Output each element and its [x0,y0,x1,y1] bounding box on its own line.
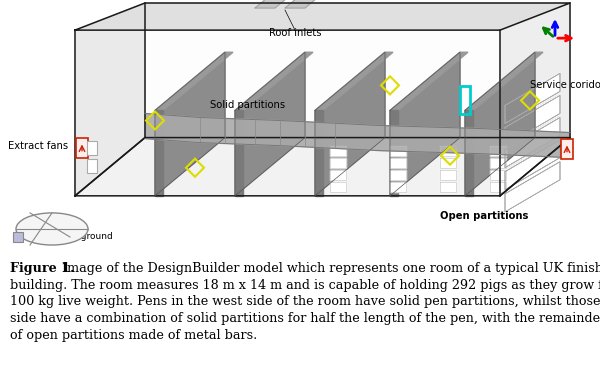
Polygon shape [505,73,560,123]
Polygon shape [235,52,305,196]
Bar [87,141,97,155]
Polygon shape [315,52,393,110]
Polygon shape [505,95,560,145]
Polygon shape [505,95,560,145]
Polygon shape [235,110,243,196]
Polygon shape [505,73,560,123]
Polygon shape [75,3,145,196]
Text: building. The room measures 18 m x 14 m and is capable of holding 292 pigs as th: building. The room measures 18 m x 14 m … [10,279,600,292]
Polygon shape [505,140,560,190]
Polygon shape [490,158,506,168]
Bar [76,138,88,158]
Polygon shape [505,117,560,168]
Polygon shape [315,52,385,196]
Ellipse shape [16,213,88,245]
Polygon shape [155,110,163,196]
Text: Solid partitions: Solid partitions [211,100,286,110]
Polygon shape [505,162,560,212]
Polygon shape [390,145,406,156]
Polygon shape [75,30,500,196]
Text: Open partitions: Open partitions [440,211,529,221]
Polygon shape [505,117,560,168]
Polygon shape [465,52,543,110]
Polygon shape [440,170,456,180]
Polygon shape [390,52,468,110]
Polygon shape [75,3,570,30]
Polygon shape [490,182,506,192]
Polygon shape [505,117,560,168]
Polygon shape [390,170,406,180]
Text: Roof inlets: Roof inlets [269,28,321,38]
Polygon shape [505,140,560,190]
Polygon shape [145,113,570,158]
Polygon shape [505,162,560,212]
Polygon shape [465,52,535,196]
Polygon shape [330,170,346,180]
Text: side have a combination of solid partitions for half the length of the pen, with: side have a combination of solid partiti… [10,312,600,325]
Text: Adjacent to ground: Adjacent to ground [26,232,113,241]
Polygon shape [505,117,560,168]
Polygon shape [330,182,346,192]
Polygon shape [490,145,506,156]
Bar [13,232,23,242]
Text: Service coridor: Service coridor [530,80,600,90]
Polygon shape [330,145,346,156]
Polygon shape [75,138,570,196]
Bar [460,87,470,115]
Polygon shape [255,0,345,8]
Polygon shape [440,158,456,168]
Polygon shape [505,73,560,123]
Polygon shape [390,182,406,192]
Polygon shape [315,110,323,196]
Text: 100 kg live weight. Pens in the west side of the room have solid pen partitions,: 100 kg live weight. Pens in the west sid… [10,295,600,308]
Polygon shape [390,110,398,196]
Polygon shape [440,182,456,192]
Polygon shape [490,170,506,180]
Polygon shape [330,158,346,168]
Polygon shape [505,162,560,212]
Text: Image of the DesignBuilder model which represents one room of a typical UK finis: Image of the DesignBuilder model which r… [62,261,600,275]
Text: Figure 1.: Figure 1. [10,261,74,275]
Polygon shape [505,140,560,190]
Text: Extract fans: Extract fans [8,141,68,151]
Polygon shape [285,0,375,8]
Polygon shape [500,3,570,196]
Polygon shape [155,52,233,110]
Polygon shape [390,158,406,168]
Polygon shape [505,162,560,212]
Polygon shape [440,145,456,156]
Bar [561,139,573,159]
Polygon shape [155,52,225,196]
Polygon shape [465,110,473,196]
Polygon shape [390,52,460,196]
Bar [87,159,97,173]
Polygon shape [235,52,313,110]
Polygon shape [505,140,560,190]
Polygon shape [505,73,560,123]
Polygon shape [505,95,560,145]
Text: of open partitions made of metal bars.: of open partitions made of metal bars. [10,329,257,342]
Polygon shape [505,95,560,145]
